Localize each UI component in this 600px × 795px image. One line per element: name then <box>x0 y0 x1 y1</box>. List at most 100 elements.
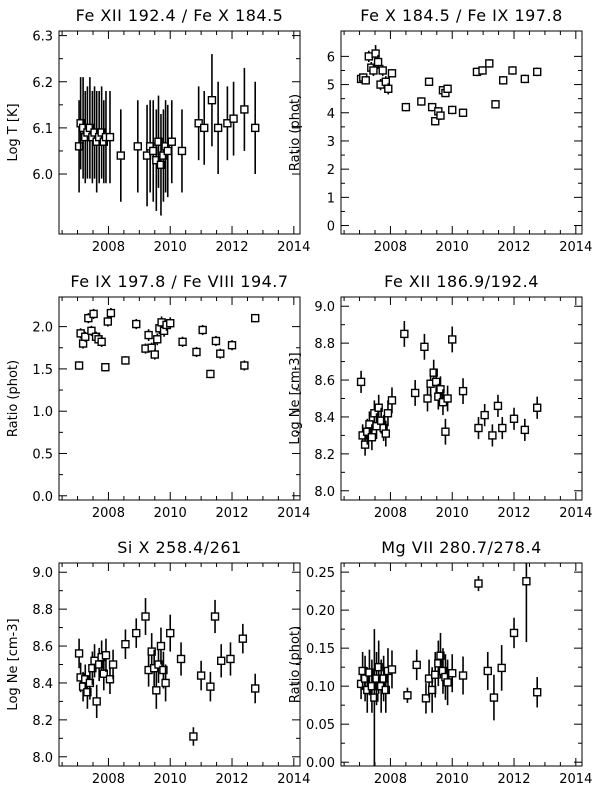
y-axis-label: Log Ne [cm-3] <box>288 352 303 444</box>
data-point-33 <box>509 414 519 423</box>
data-point-12 <box>106 308 116 318</box>
data-point-3 <box>81 332 90 341</box>
data-point-6 <box>371 49 380 58</box>
panel-fe-ix-fe-viii-ratio: Fe IX 197.8 / Fe VIII 194.7 Ratio (phot)… <box>6 272 310 521</box>
data-point-16 <box>144 330 153 340</box>
data-point-34 <box>520 425 530 435</box>
data-point-30 <box>206 682 215 691</box>
x-tick-label-2012: 2012 <box>215 772 248 787</box>
data-layer <box>356 563 542 766</box>
y-tick-label-5: 5 <box>327 79 335 94</box>
data-point-28 <box>474 423 483 433</box>
data-point-0 <box>74 649 84 658</box>
y-tick-label-3: 8.6 <box>314 374 335 389</box>
data-point-34 <box>250 123 260 133</box>
data-point-6 <box>370 693 379 702</box>
data-point-24 <box>458 108 468 117</box>
data-point-31 <box>520 74 530 84</box>
x-tick-label-2014: 2014 <box>277 506 310 521</box>
y-tick-label-3: 0.15 <box>306 642 335 657</box>
data-point-25 <box>443 394 452 403</box>
y-tick-label-4: 4 <box>327 107 335 122</box>
y-tick-label-0: 8.0 <box>314 485 335 500</box>
data-point-13 <box>387 665 397 674</box>
data-point-31 <box>509 628 519 638</box>
data-layer <box>74 307 260 379</box>
data-point-27 <box>458 386 468 396</box>
data-point-28 <box>200 123 209 133</box>
plot-frame <box>58 296 301 501</box>
data-point-14 <box>403 691 412 700</box>
y-tick-label-2: 2 <box>327 163 335 178</box>
data-point-17 <box>141 612 150 621</box>
data-point-33 <box>250 313 260 323</box>
y-tick-label-0: 8.0 <box>32 751 53 766</box>
data-point-27 <box>474 579 483 588</box>
data-point-13 <box>121 356 130 365</box>
y-axis-label: Ratio (phot) <box>288 626 303 703</box>
data-point-14 <box>132 319 141 329</box>
data-point-28 <box>206 369 215 379</box>
y-tick-label-2: 0.10 <box>306 680 335 695</box>
data-point-30 <box>497 663 506 673</box>
panel-fe-x-fe-ix-ratio: Fe X 184.5 / Fe IX 197.8 Ratio (phot) 20… <box>288 6 592 255</box>
data-point-14 <box>417 97 426 106</box>
data-point-32 <box>498 423 507 433</box>
data-point-35 <box>532 403 542 412</box>
data-point-17 <box>423 394 432 403</box>
x-tick-label-2008: 2008 <box>374 772 407 787</box>
panel-fe-xii-temperature: Fe XII 192.4 / Fe X 184.5 Log T [K] 2008… <box>6 6 310 255</box>
y-tick-label-2: 8.4 <box>314 411 335 426</box>
data-point-14 <box>400 329 409 339</box>
data-point-28 <box>189 732 198 741</box>
data-point-2 <box>360 674 370 683</box>
data-point-26 <box>478 66 487 75</box>
y-tick-label-1: 0.5 <box>32 447 53 462</box>
x-tick-label-2010: 2010 <box>154 506 187 521</box>
data-point-25 <box>448 669 457 678</box>
x-tick-label-2008: 2008 <box>92 240 125 255</box>
data-point-19 <box>429 368 438 377</box>
data-point-13 <box>105 132 115 142</box>
y-tick-label-4: 8.8 <box>314 337 335 352</box>
data-point-26 <box>458 671 468 680</box>
y-tick-label-1: 8.2 <box>32 714 53 729</box>
data-point-2 <box>361 76 370 85</box>
y-tick-label-1: 0.05 <box>306 718 335 733</box>
data-point-24 <box>441 427 450 436</box>
panel-si-x-density: Si X 258.4/261 Log Ne [cm-3] 2008 2010 201… <box>6 538 310 787</box>
y-tick-label-1: 8.2 <box>314 448 335 463</box>
data-point-12 <box>383 409 393 418</box>
data-point-29 <box>207 96 217 105</box>
data-point-16 <box>420 342 429 352</box>
data-point-30 <box>488 431 497 440</box>
data-layer <box>356 320 542 456</box>
data-point-33 <box>532 688 542 697</box>
data-point-6 <box>89 309 98 319</box>
data-point-11 <box>381 685 391 695</box>
data-point-4 <box>83 687 92 697</box>
data-point-5 <box>369 66 378 75</box>
y-tick-label-4: 0.20 <box>306 604 335 619</box>
x-tick-label-2012: 2012 <box>497 240 530 255</box>
data-point-19 <box>153 335 162 344</box>
data-point-27 <box>194 119 203 128</box>
data-point-29 <box>489 693 499 702</box>
plot-frame <box>340 562 583 767</box>
data-point-28 <box>483 666 492 676</box>
data-point-25 <box>167 137 176 146</box>
panel-title: Fe IX 197.8 / Fe VIII 194.7 <box>70 272 288 291</box>
data-point-25 <box>178 337 187 347</box>
y-tick-label-1: 6.1 <box>32 122 53 137</box>
data-point-0 <box>74 142 84 151</box>
data-point-16 <box>427 102 437 112</box>
data-point-30 <box>216 349 225 358</box>
data-point-31 <box>223 119 232 128</box>
data-point-8 <box>374 662 383 672</box>
panel-title: Si X 258.4/261 <box>117 538 241 557</box>
panel-title: Fe XII 192.4 / Fe X 184.5 <box>76 6 284 25</box>
x-tick-label-2014: 2014 <box>559 240 592 255</box>
data-point-23 <box>448 105 457 115</box>
data-point-25 <box>161 678 170 688</box>
